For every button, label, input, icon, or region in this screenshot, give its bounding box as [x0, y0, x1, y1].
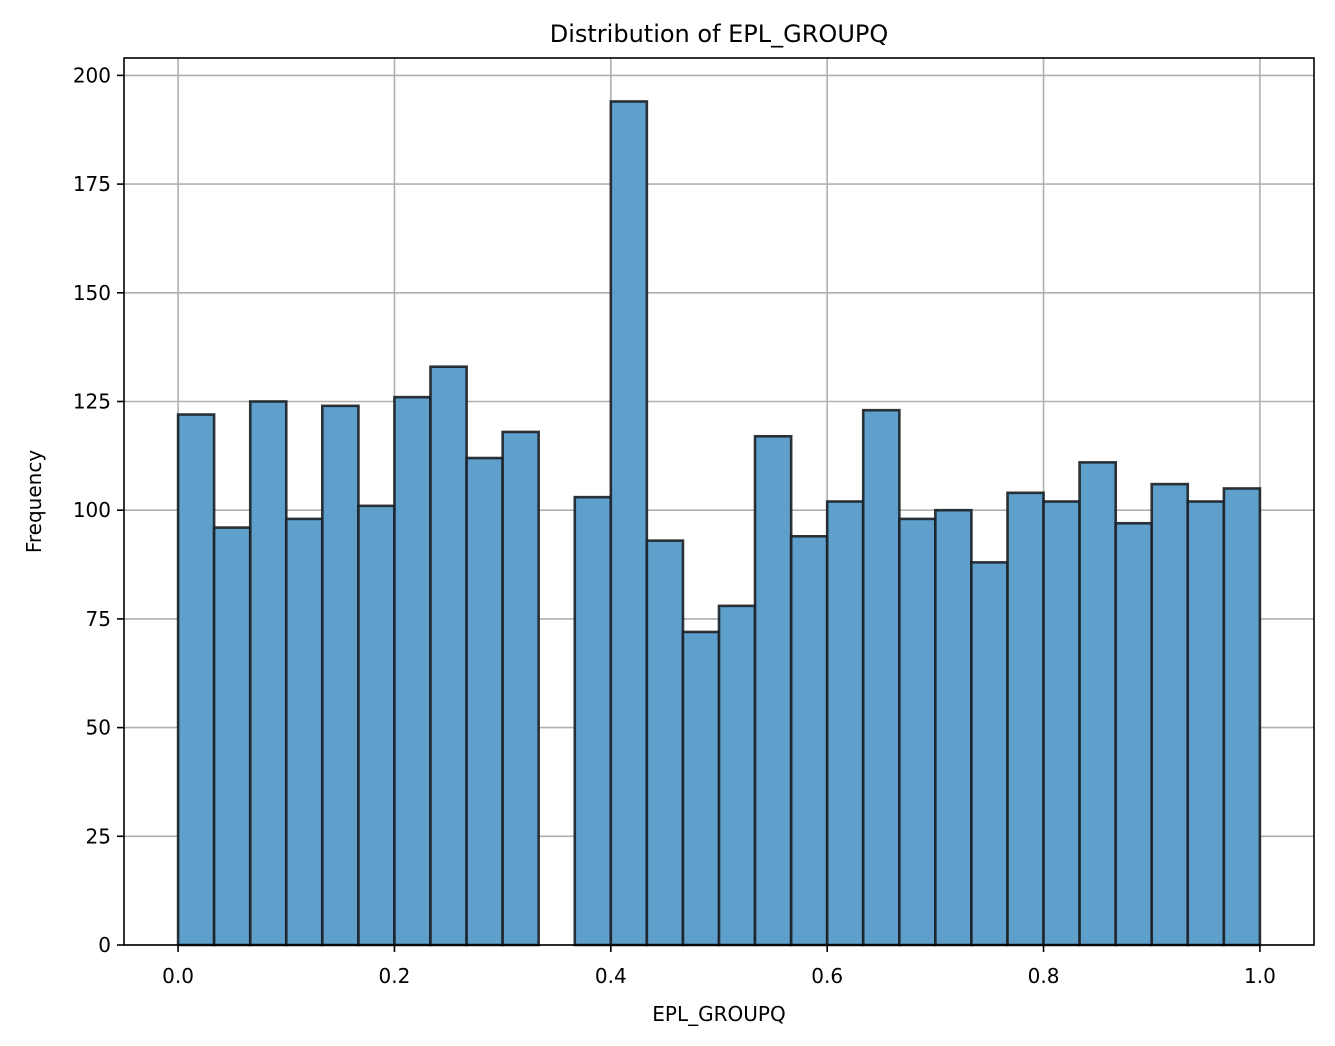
x-tick-label: 0.2 — [379, 964, 411, 988]
y-tick-label: 125 — [73, 389, 111, 413]
histogram-bar — [645, 539, 685, 947]
x-tick-label: 0.0 — [162, 964, 194, 988]
x-axis-ticks: 0.0 0.2 0.4 0.6 0.8 1.0 — [162, 945, 1276, 988]
histogram-bar — [753, 434, 793, 947]
histogram-bar — [248, 400, 288, 947]
histogram-bar — [1114, 521, 1154, 947]
histogram-bar — [1042, 500, 1081, 947]
histogram-bar — [357, 504, 396, 947]
y-tick-label: 25 — [86, 824, 111, 848]
histogram-bar — [320, 404, 360, 947]
y-tick-label: 175 — [73, 172, 111, 196]
histogram-bar — [1078, 461, 1118, 947]
histogram-bar — [1186, 500, 1226, 947]
histogram-bar — [501, 430, 540, 947]
y-tick-label: 0 — [98, 933, 111, 957]
histogram-bar — [717, 604, 757, 947]
histogram-bar — [825, 500, 865, 947]
histogram-bar — [1006, 491, 1045, 947]
histogram-bar — [393, 395, 432, 947]
plot-frame — [123, 57, 1315, 946]
histogram-bar — [212, 526, 252, 947]
histogram-bar — [465, 456, 504, 947]
x-axis-label: EPL_GROUPQ — [652, 1002, 785, 1026]
histogram-bar — [1222, 487, 1262, 947]
y-tick-label: 50 — [86, 716, 111, 740]
y-axis-ticks: 0 25 50 75 100 125 150 175 200 — [73, 63, 124, 957]
histogram-bar — [970, 561, 1009, 947]
histogram-bar — [176, 413, 216, 947]
chart-title: Distribution of EPL_GROUPQ — [550, 20, 889, 48]
x-tick-label: 0.4 — [595, 964, 627, 988]
y-tick-label: 100 — [73, 498, 111, 522]
histogram-bar — [284, 517, 324, 947]
y-tick-label: 75 — [86, 607, 111, 631]
histogram-bar — [681, 630, 721, 947]
histogram-bar — [609, 100, 649, 947]
x-tick-label: 0.8 — [1028, 964, 1060, 988]
y-tick-label: 150 — [73, 281, 111, 305]
histogram-bar — [429, 365, 468, 947]
y-axis-label: Frequency — [22, 450, 46, 553]
histogram-bar — [861, 408, 901, 947]
histogram-bar — [573, 495, 613, 947]
x-tick-label: 0.6 — [811, 964, 843, 988]
x-tick-label: 1.0 — [1244, 964, 1276, 988]
histogram-bar — [898, 517, 937, 947]
histogram-bar — [934, 508, 973, 947]
histogram-bar — [789, 534, 829, 947]
histogram-bars — [176, 100, 1262, 947]
histogram-bar — [1150, 482, 1190, 947]
y-tick-label: 200 — [73, 63, 111, 87]
